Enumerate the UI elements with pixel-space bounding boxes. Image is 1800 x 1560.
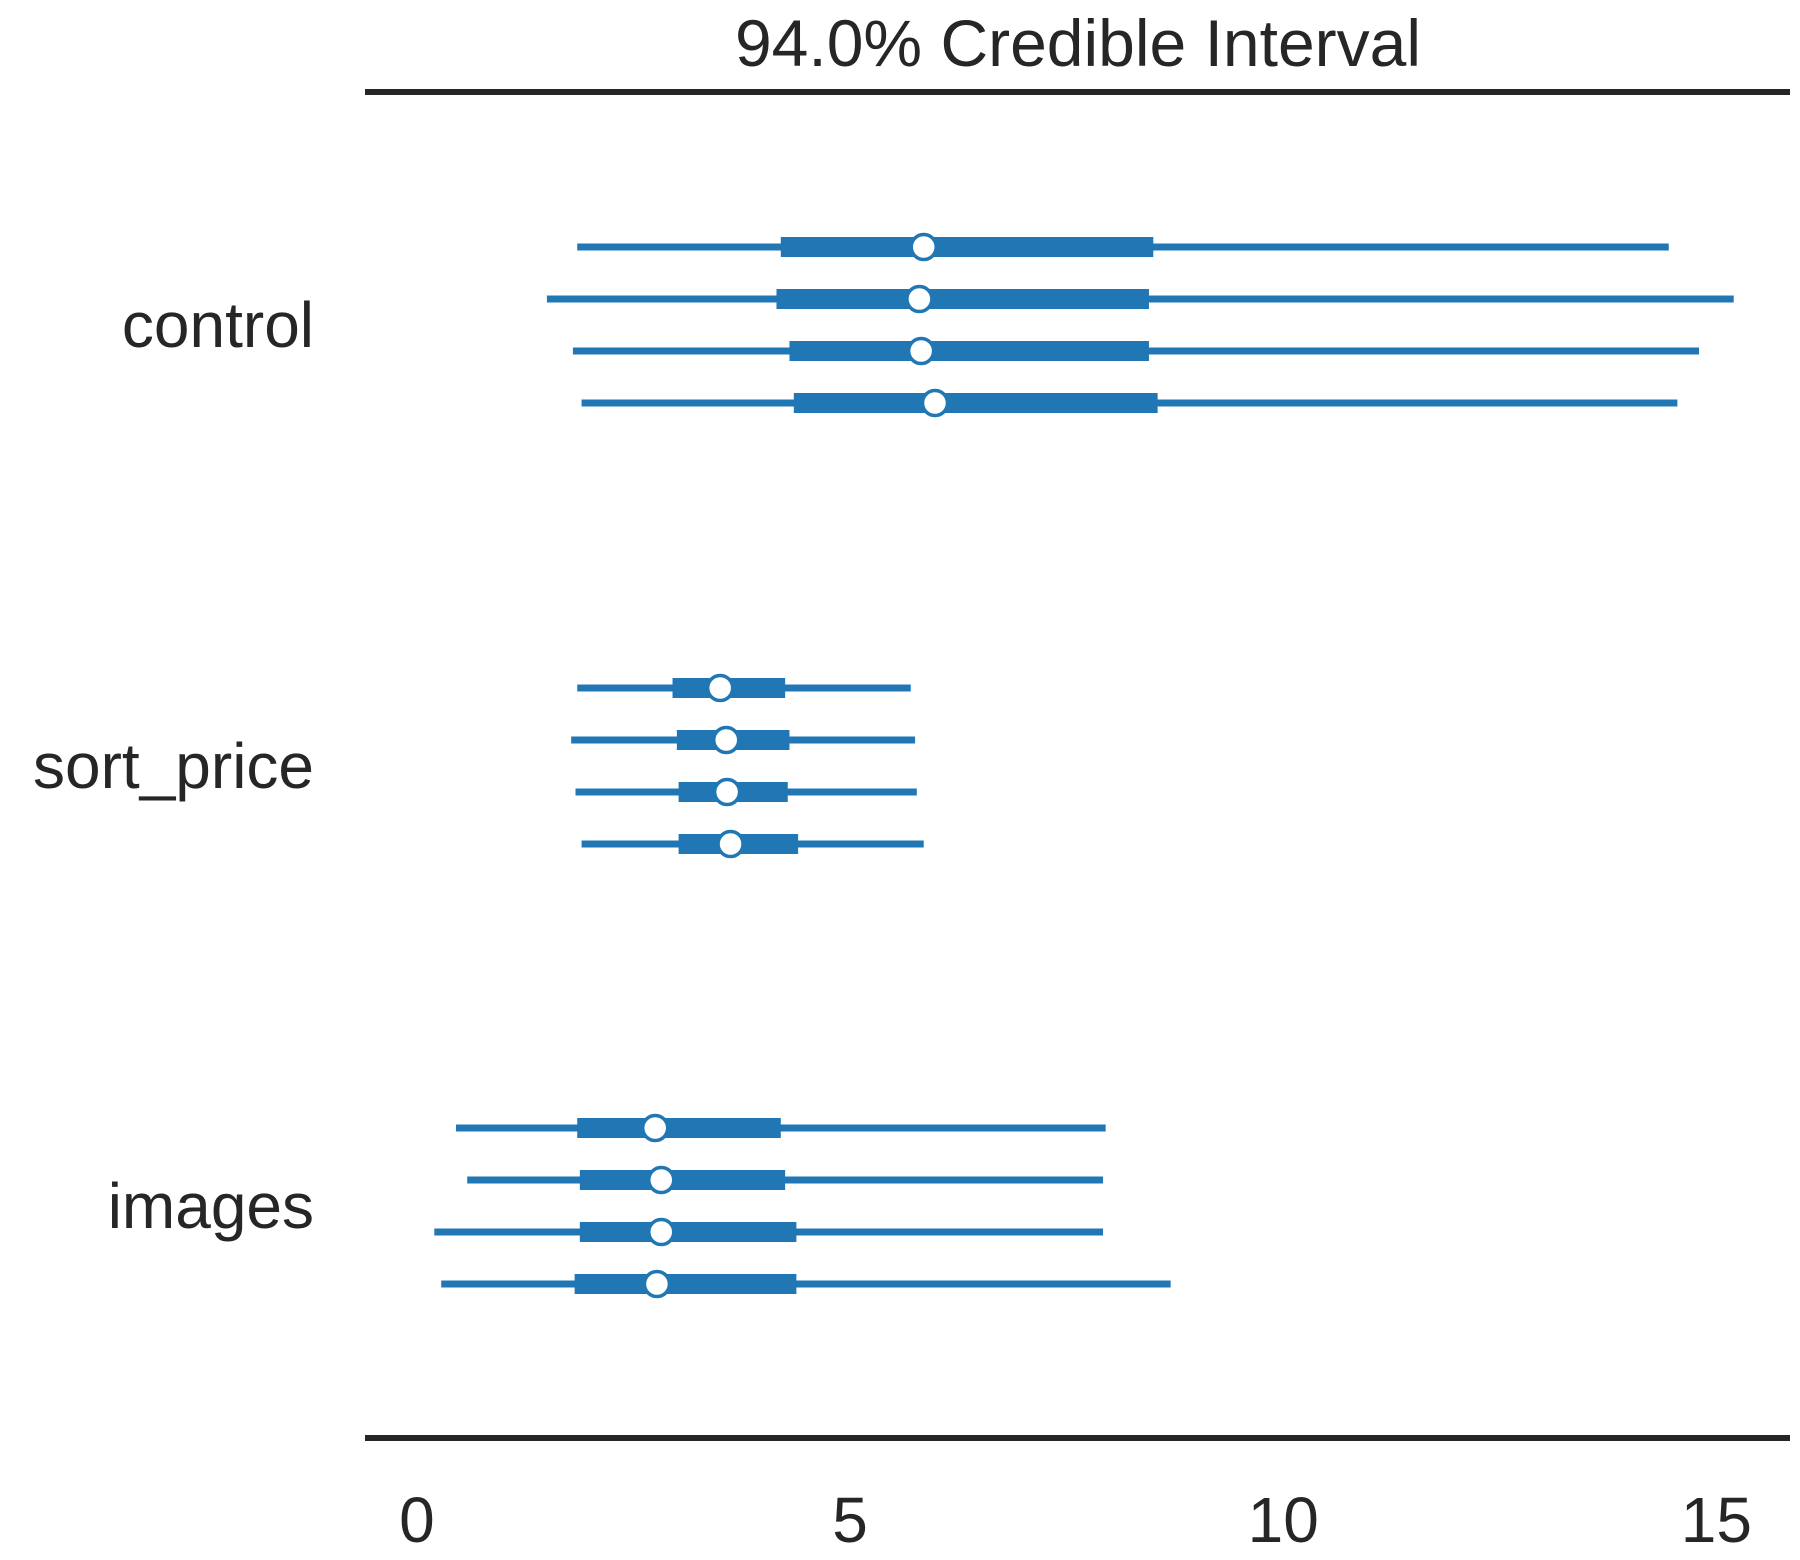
median-point	[905, 284, 934, 314]
x-tick-label: 0	[399, 1484, 435, 1556]
interval-control-chain-0	[577, 232, 1669, 262]
median-point	[909, 232, 938, 262]
interval-images-chain-2	[434, 1217, 1104, 1247]
median-point	[711, 725, 741, 755]
interval-sort_price-chain-1	[571, 725, 916, 755]
interval-sort_price-chain-2	[575, 777, 917, 807]
x-tick-label: 5	[832, 1484, 868, 1556]
y-label-sort_price: sort_price	[33, 730, 314, 802]
y-label-control: control	[122, 289, 314, 361]
y-label-images: images	[108, 1170, 314, 1242]
median-point	[906, 336, 936, 366]
chart-title: 94.0% Credible Interval	[735, 6, 1421, 80]
interval-images-chain-0	[455, 1113, 1106, 1143]
median-point	[640, 1113, 670, 1143]
interval-images-chain-3	[441, 1269, 1171, 1299]
median-point	[705, 673, 735, 703]
x-axis-ticks: 0 5 10 15	[399, 1484, 1752, 1556]
median-point	[712, 777, 742, 807]
median-point	[716, 829, 745, 859]
interval-control-chain-1	[546, 284, 1734, 314]
x-tick-label: 15	[1681, 1484, 1752, 1556]
median-point	[920, 388, 950, 418]
interval-control-chain-2	[572, 336, 1700, 366]
median-point	[642, 1269, 672, 1299]
median-point	[647, 1165, 676, 1195]
interval-images-chain-1	[467, 1165, 1104, 1195]
interval-sort_price-chain-3	[581, 829, 924, 859]
interval-sort_price-chain-0	[577, 673, 911, 703]
interval-control-chain-3	[581, 388, 1678, 418]
plot-area	[434, 232, 1734, 1299]
median-point	[647, 1217, 676, 1247]
x-tick-label: 10	[1248, 1484, 1319, 1556]
